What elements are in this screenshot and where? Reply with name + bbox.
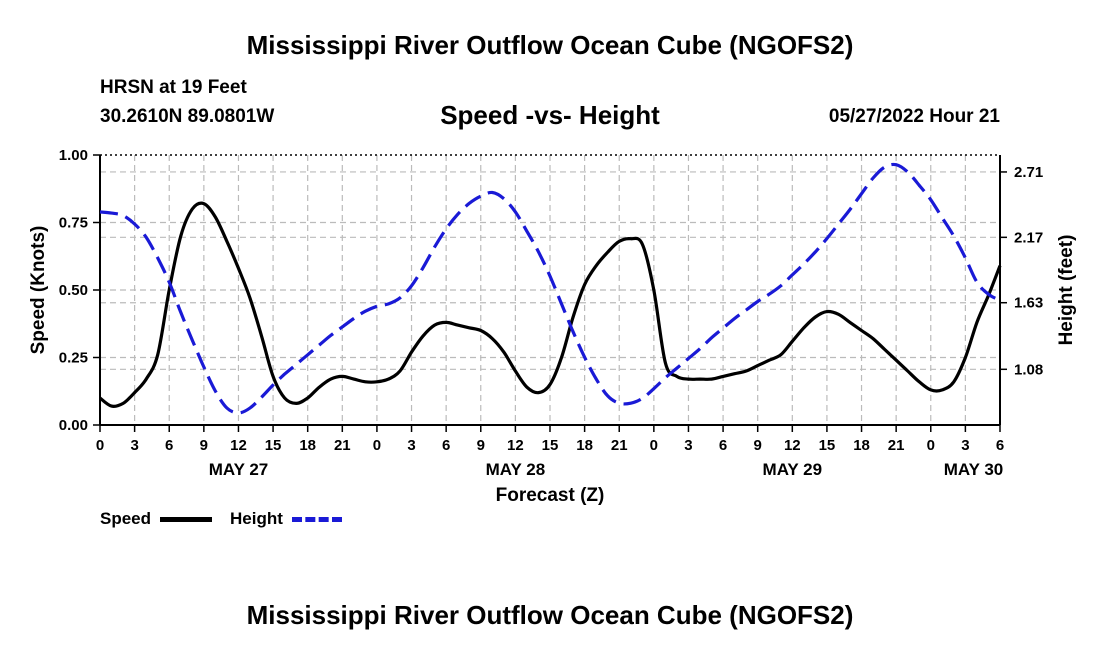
station-label: HRSN at 19 Feet: [100, 77, 247, 98]
x-tick-label: 0: [373, 437, 381, 454]
y-tick-label: 1.00: [59, 147, 88, 164]
x-tick-label: 21: [611, 437, 628, 454]
x-date-label: MAY 27: [209, 460, 269, 479]
y-axis-title: Speed (Knots): [28, 226, 49, 355]
y2-tick-label: 1.63: [1014, 295, 1043, 312]
x-tick-label: 3: [684, 437, 692, 454]
x-tick-label: 0: [927, 437, 935, 454]
x-date-label: MAY 29: [763, 460, 823, 479]
chart-subtitle: Speed -vs- Height: [440, 100, 660, 130]
x-tick-label: 9: [754, 437, 762, 454]
height-series-line: [99, 162, 1001, 415]
x-tick-label: 18: [299, 437, 316, 454]
x-tick-label: 3: [961, 437, 969, 454]
legend-height-label: Height: [230, 509, 283, 528]
footer-title: Mississippi River Outflow Ocean Cube (NG…: [246, 600, 854, 630]
x-tick-label: 3: [407, 437, 415, 454]
x-date-label: MAY 30: [944, 460, 1004, 479]
legend-height-swatch: [292, 517, 342, 522]
speed-series-line: [99, 201, 1002, 408]
x-tick-label: 6: [165, 437, 173, 454]
x-axis-title: Forecast (Z): [496, 485, 605, 506]
y2-tick-label: 1.08: [1014, 361, 1043, 378]
x-tick-label: 9: [200, 437, 208, 454]
chart-title: Mississippi River Outflow Ocean Cube (NG…: [246, 30, 854, 60]
coordinates-label: 30.2610N 89.0801W: [100, 106, 275, 127]
x-tick-label: 18: [853, 437, 870, 454]
forecast-datetime: 05/27/2022 Hour 21: [828, 106, 1000, 127]
x-tick-label: 15: [542, 437, 559, 454]
x-tick-label: 0: [650, 437, 658, 454]
y-tick-label: 0.50: [59, 282, 88, 299]
x-tick-label: 3: [130, 437, 138, 454]
y-tick-label: 0.25: [59, 350, 88, 367]
x-date-label: MAY 28: [486, 460, 546, 479]
x-tick-label: 15: [265, 437, 282, 454]
x-tick-label: 21: [888, 437, 905, 454]
legend-speed-swatch: [160, 517, 212, 522]
x-tick-label: 6: [996, 437, 1004, 454]
x-tick-label: 12: [507, 437, 524, 454]
y2-tick-label: 2.71: [1014, 164, 1043, 181]
x-tick-label: 12: [784, 437, 801, 454]
x-tick-label: 0: [96, 437, 104, 454]
x-tick-label: 21: [334, 437, 351, 454]
y-tick-label: 0.75: [59, 215, 88, 232]
x-tick-label: 12: [230, 437, 247, 454]
y2-tick-label: 2.17: [1014, 229, 1043, 246]
x-tick-label: 9: [477, 437, 485, 454]
x-tick-label: 15: [819, 437, 836, 454]
legend-speed-label: Speed: [100, 509, 152, 528]
x-tick-label: 18: [576, 437, 593, 454]
x-tick-label: 6: [442, 437, 450, 454]
x-tick-label: 6: [719, 437, 727, 454]
y2-axis-title: Height (feet): [1056, 235, 1077, 346]
y-tick-label: 0.00: [59, 417, 88, 434]
